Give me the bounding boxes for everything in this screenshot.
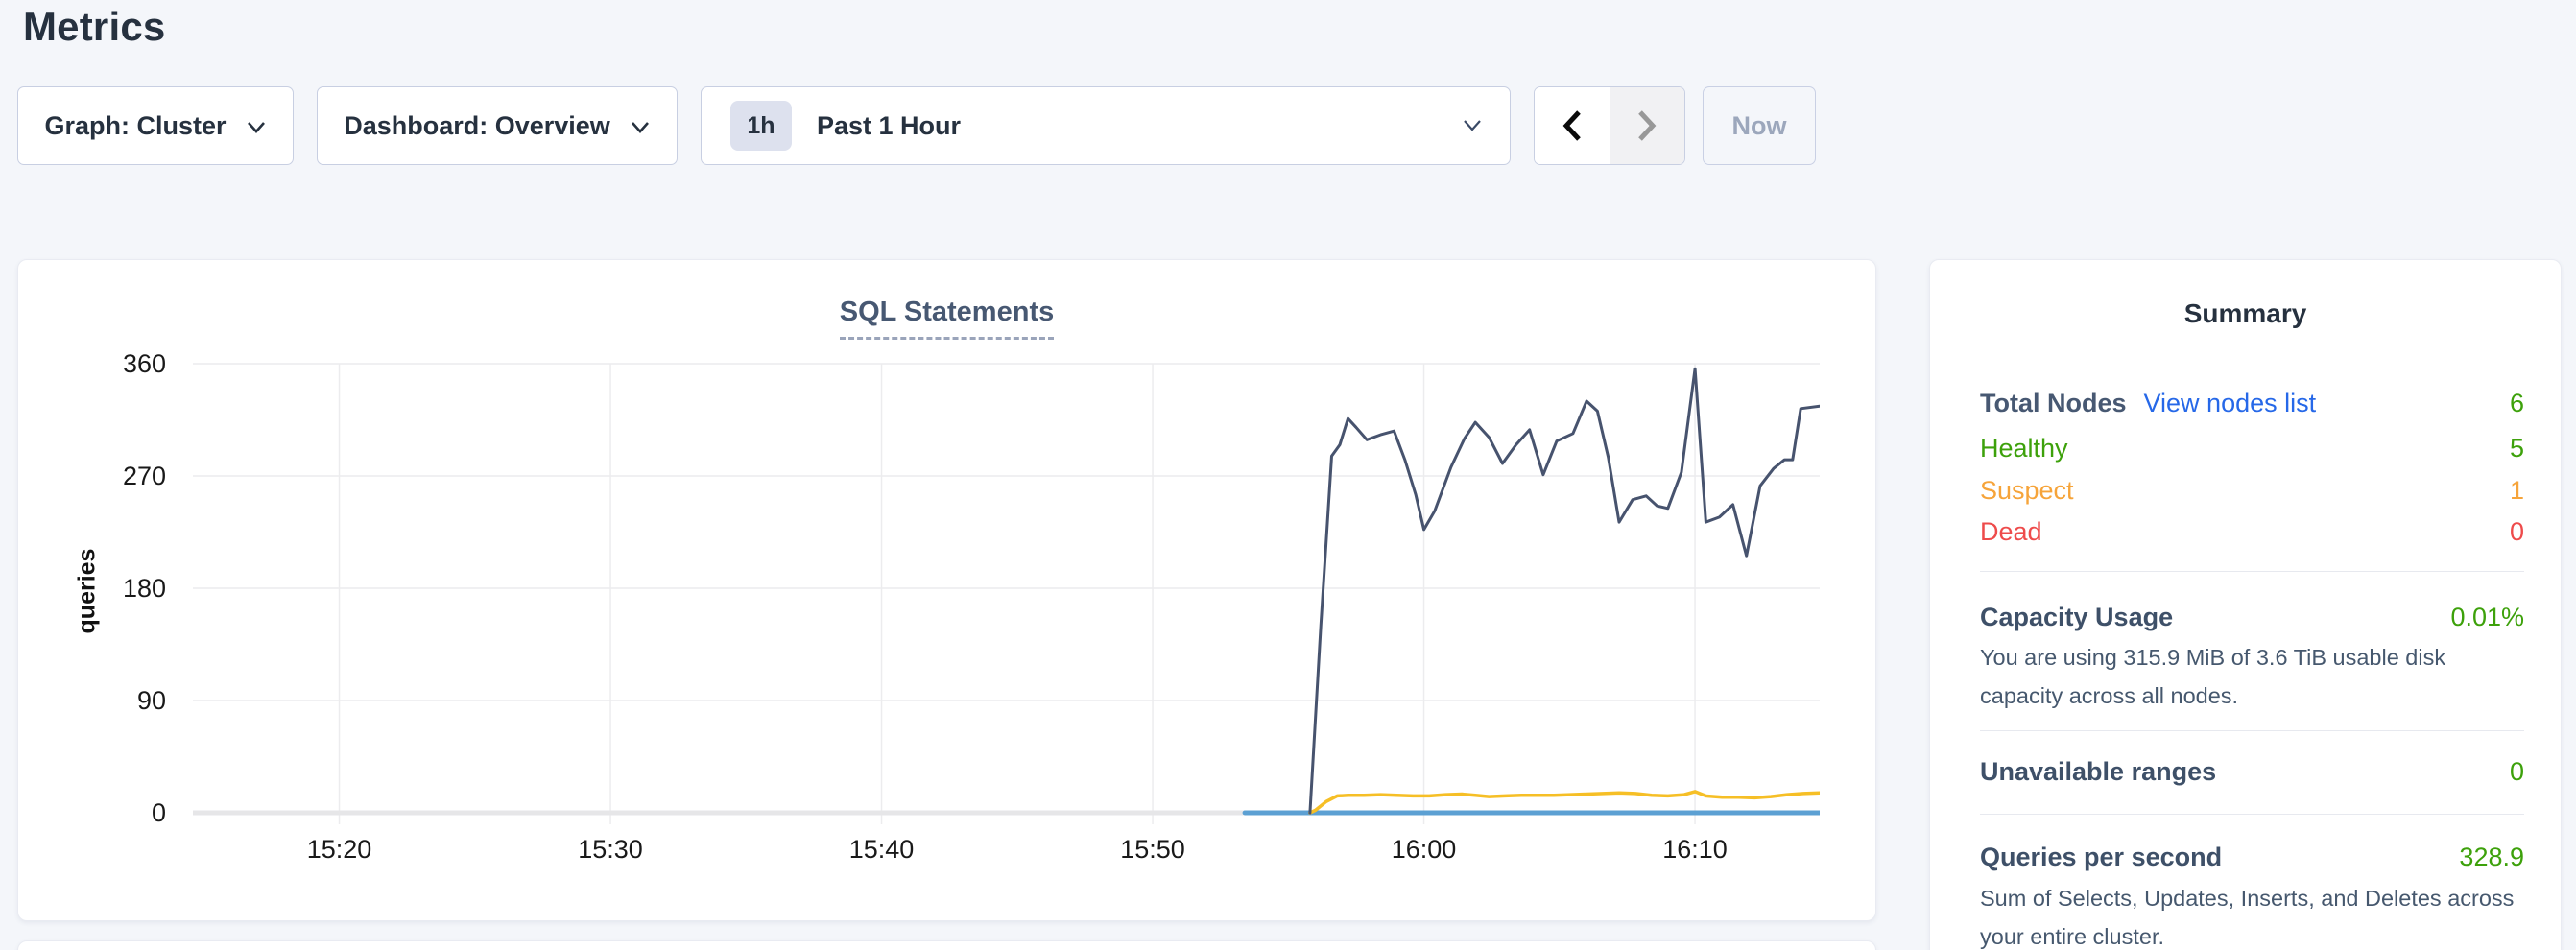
sql-statements-chart-card: SQL Statements queries 0 90 180 270 360 15:2… [17, 259, 1876, 921]
next-chart-card [17, 940, 1876, 950]
time-range-label: Past 1 Hour [817, 110, 962, 140]
x-tick-label: 16:00 [1391, 835, 1457, 864]
suspect-label: Suspect [1980, 475, 2074, 505]
capacity-usage-label: Capacity Usage [1980, 602, 2174, 631]
healthy-label: Healthy [1980, 433, 2068, 463]
dashboard-dropdown[interactable]: Dashboard: Overview [317, 86, 678, 165]
x-tick-label: 15:40 [848, 835, 915, 864]
time-step-buttons [1534, 86, 1685, 165]
graph-dropdown-label: Graph: Cluster [44, 110, 227, 140]
dashboard-dropdown-label: Dashboard: Overview [344, 110, 610, 140]
graph-dropdown[interactable]: Graph: Cluster [17, 86, 294, 165]
capacity-usage-description: You are using 315.9 MiB of 3.6 TiB usabl… [1980, 645, 2446, 708]
queries-per-second-value: 328.9 [2459, 842, 2524, 871]
y-tick-label: 0 [151, 798, 166, 827]
queries-per-second-row: Queries per second 328.9 [1980, 839, 2524, 875]
chevron-left-icon [1562, 110, 1581, 141]
total-nodes-value: 6 [2509, 388, 2524, 417]
x-tick-label: 15:30 [578, 835, 643, 864]
dead-nodes-row: Dead 0 [1980, 513, 2524, 550]
time-range-selector[interactable]: 1h Past 1 Hour [701, 86, 1511, 165]
x-tick-label: 15:20 [306, 835, 372, 864]
yellow-series [1308, 790, 1820, 815]
chevron-down-icon [631, 122, 649, 133]
x-tick-label: 16:10 [1662, 835, 1728, 864]
capacity-usage-value: 0.01% [2450, 602, 2524, 631]
queries-per-second-description: Sum of Selects, Updates, Inserts, and De… [1980, 886, 2515, 949]
queries-per-second-label: Queries per second [1980, 842, 2223, 871]
view-nodes-list-link[interactable]: View nodes list [2143, 388, 2317, 417]
unavailable-ranges-row: Unavailable ranges 0 [1980, 753, 2524, 790]
healthy-value: 5 [2509, 433, 2524, 463]
dark-blue-series [1308, 367, 1820, 815]
total-nodes-label: Total Nodes [1980, 388, 2127, 417]
page-title: Metrics [23, 4, 166, 49]
capacity-usage-row: Capacity Usage 0.01% [1980, 599, 2524, 635]
now-button-label: Now [1731, 110, 1787, 140]
y-tick-label: 360 [122, 349, 166, 378]
previous-time-button[interactable] [1535, 87, 1610, 164]
divider [1980, 730, 2524, 731]
divider [1980, 814, 2524, 815]
chevron-right-icon [1638, 110, 1657, 141]
unavailable-ranges-label: Unavailable ranges [1980, 756, 2217, 786]
dead-value: 0 [2509, 516, 2524, 546]
suspect-value: 1 [2509, 475, 2524, 505]
now-button[interactable]: Now [1703, 86, 1816, 165]
x-tick-label: 15:50 [1120, 835, 1185, 864]
summary-panel: Summary Total Nodes View nodes list 6 He… [1929, 259, 2562, 950]
dead-label: Dead [1980, 516, 2042, 546]
y-tick-label: 180 [122, 574, 166, 603]
healthy-nodes-row: Healthy 5 [1980, 430, 2524, 466]
summary-title: Summary [2183, 298, 2307, 328]
y-tick-label: 90 [136, 686, 166, 715]
total-nodes-row: Total Nodes View nodes list 6 [1980, 385, 2524, 421]
chevron-down-icon [247, 122, 265, 133]
suspect-nodes-row: Suspect 1 [1980, 472, 2524, 509]
next-time-button[interactable] [1610, 87, 1684, 164]
divider [1980, 571, 2524, 572]
y-tick-label: 270 [122, 462, 166, 490]
chart-title[interactable]: SQL Statements [839, 297, 1055, 340]
unavailable-ranges-value: 0 [2509, 756, 2524, 786]
chevron-down-icon [1464, 120, 1481, 131]
time-range-badge: 1h [730, 101, 792, 151]
plot-svg [193, 363, 1820, 824]
